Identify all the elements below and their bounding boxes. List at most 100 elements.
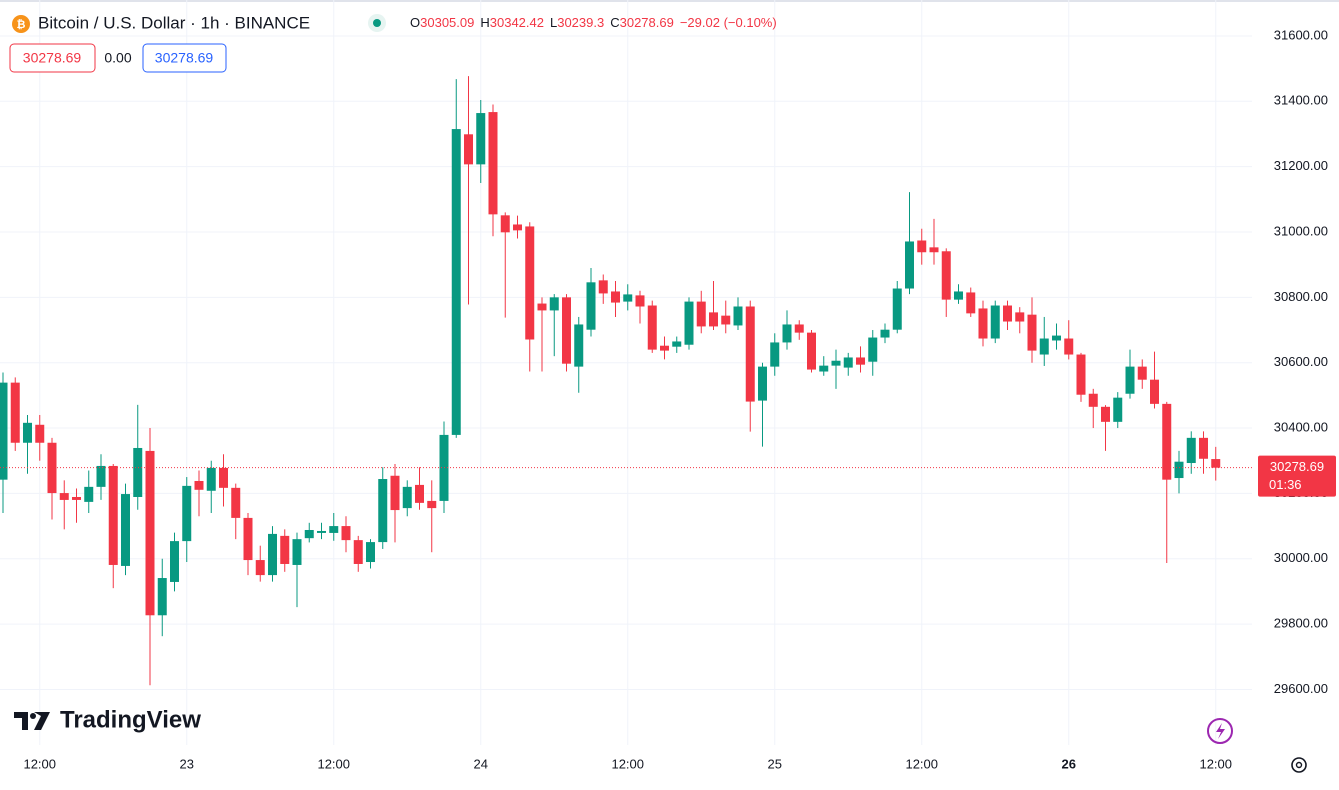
x-tick-label: 12:00	[23, 756, 56, 771]
ohlc-value: 30305.09	[420, 15, 474, 30]
price-label: 30278.69	[1270, 459, 1324, 474]
x-tick-label: 23	[180, 756, 194, 771]
bid-box[interactable]	[9, 43, 96, 73]
x-tick-label: 26	[1062, 756, 1076, 771]
brand-logo: TradingView	[14, 706, 201, 733]
candle-body	[72, 496, 81, 500]
brand-icon-dot	[30, 713, 36, 719]
candle-body	[1211, 459, 1221, 468]
candle-body	[231, 487, 241, 518]
candle-body	[721, 315, 731, 325]
candles	[0, 76, 1252, 686]
candle-body	[292, 539, 302, 565]
candle-body	[917, 240, 927, 253]
candle-body	[1027, 314, 1037, 351]
y-tick-label: 29600.00	[1274, 681, 1328, 696]
change: −29.02 (−0.10%)	[680, 15, 777, 30]
lightning-button[interactable]	[1207, 718, 1233, 744]
candle-body	[1174, 461, 1184, 479]
candle-body	[402, 486, 412, 509]
y-tick-label: 30600.00	[1274, 354, 1328, 369]
candle-body	[500, 215, 510, 233]
candle-body	[427, 500, 437, 509]
candle-body	[329, 526, 339, 533]
candle-body	[451, 129, 461, 435]
x-tick-label: 12:00	[905, 756, 938, 771]
candle-body	[941, 251, 951, 300]
candle-body	[59, 493, 69, 500]
candle-body	[10, 382, 20, 443]
candle-body	[464, 134, 473, 165]
y-tick-label: 30400.00	[1274, 419, 1328, 434]
candle-body	[598, 280, 608, 294]
candle-body	[268, 533, 277, 576]
candle-body	[647, 305, 657, 350]
ohlc-prefix: C	[610, 15, 619, 30]
candle-body	[317, 530, 326, 533]
ohlc-legend: O30305.09 H30342.42 L30239.3 C30278.69 −29.0…	[410, 15, 777, 30]
candle-body	[1015, 312, 1025, 322]
candle-body	[1088, 393, 1098, 407]
candle-body	[574, 324, 584, 367]
candle-body	[378, 479, 388, 543]
btc-icon-glyph: ₿	[17, 19, 26, 31]
bid: 30278.69	[23, 50, 82, 66]
candle-body	[831, 360, 841, 366]
spread: 0.00	[104, 50, 131, 66]
y-tick-label: 30800.00	[1274, 289, 1328, 304]
candle-body	[1137, 366, 1147, 380]
candle-body	[182, 485, 192, 542]
candle-body	[206, 467, 216, 491]
x-tick-label: 12:00	[317, 756, 350, 771]
candle-body	[537, 303, 547, 311]
candle-body	[96, 465, 106, 487]
brand: TradingView	[60, 706, 201, 733]
y-tick-label: 31200.00	[1274, 158, 1328, 173]
candle-body	[170, 541, 179, 582]
candle-body	[660, 345, 669, 351]
candle-body	[1052, 335, 1061, 341]
candle-body	[635, 295, 645, 307]
candle-body	[1003, 305, 1012, 322]
x-tick-label: 25	[768, 756, 782, 771]
candle-body	[709, 312, 718, 327]
candle-body	[488, 112, 498, 215]
candle-body	[145, 450, 155, 616]
x-tick-label: 24	[474, 756, 488, 771]
ohlc-prefix: L	[550, 15, 557, 30]
candle-body	[733, 306, 743, 326]
candle-body	[758, 366, 767, 401]
candle-body	[586, 282, 596, 330]
y-tick-label: 31000.00	[1274, 223, 1328, 238]
candle-body	[990, 305, 1000, 339]
candle-body	[892, 288, 902, 330]
grid	[0, 0, 1252, 745]
candle-body	[868, 337, 878, 362]
candle-body	[562, 297, 571, 364]
ask-box[interactable]	[142, 43, 227, 73]
candle-body	[1039, 338, 1049, 355]
candle-body	[341, 526, 351, 541]
candle-body	[366, 542, 375, 563]
x-tick-label: 12:00	[1199, 756, 1232, 771]
candle-body	[353, 540, 363, 564]
ohlc-prefix: O	[410, 15, 420, 30]
candle-body	[770, 342, 780, 367]
candle-body	[415, 484, 424, 503]
settings-button[interactable]	[1291, 757, 1307, 773]
candle-body	[0, 382, 8, 480]
ask: 30278.69	[155, 50, 214, 66]
price-label-box	[1258, 455, 1336, 497]
y-tick-label: 31600.00	[1274, 27, 1328, 42]
candle-body	[623, 294, 633, 302]
candle-body	[1064, 338, 1074, 355]
candle-body	[243, 517, 253, 561]
x-tick-label: 12:00	[611, 756, 644, 771]
lightning-icon	[1216, 723, 1225, 739]
candle-body	[696, 301, 706, 327]
candle-body	[390, 475, 400, 511]
candle-body	[819, 365, 829, 372]
candle-body	[1113, 397, 1123, 422]
btc-icon	[12, 15, 30, 33]
